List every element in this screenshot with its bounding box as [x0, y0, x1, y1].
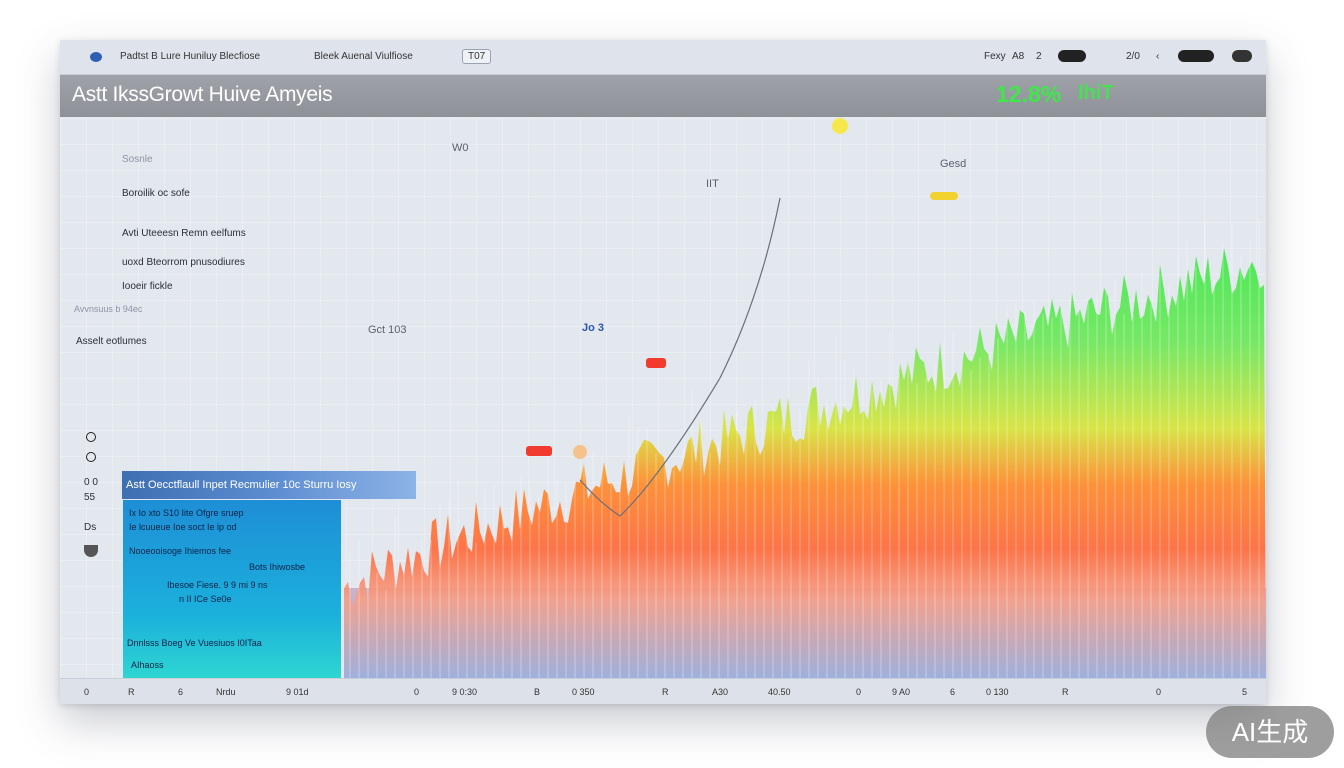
- x-tick: 40.50: [768, 687, 791, 697]
- info-line: AIhaoss: [131, 660, 164, 670]
- sidebar-item-5[interactable]: Iooeir fickle: [122, 281, 173, 292]
- sidebar-marker-2: 55: [84, 492, 96, 503]
- app-logo-icon: [90, 52, 102, 62]
- highlight-point-peach[interactable]: [573, 445, 587, 459]
- x-tick: 0 130: [986, 687, 1009, 697]
- toolbar-label-c: 2: [1036, 51, 1042, 62]
- x-tick: 6: [178, 687, 184, 697]
- x-tick: 9 0:30: [452, 687, 478, 697]
- title-bar: Astt IkssGrowt Huive Amyeis 12.8% IhiT: [60, 75, 1266, 117]
- menu-item-main[interactable]: Padtst B Lure Huniluy Blecfiose: [120, 51, 261, 62]
- toggle-icon[interactable]: [1058, 50, 1086, 62]
- area-series: [344, 247, 1266, 678]
- app-window: Padtst B Lure Huniluy Blecfiose Bleek Au…: [60, 40, 1266, 704]
- x-tick: R: [128, 687, 135, 697]
- toolbar-box-button[interactable]: T07: [462, 49, 492, 64]
- sidebar-item-2[interactable]: Boroilik oc sofe: [122, 188, 190, 199]
- x-tick: R: [662, 687, 669, 697]
- x-tick: A30: [712, 687, 729, 697]
- shield-icon: [84, 545, 98, 557]
- toolbar-label-e[interactable]: ‹: [1156, 51, 1160, 62]
- info-line: Nooeooisoge Ihiemos fee: [129, 546, 232, 556]
- x-tick: B: [534, 687, 541, 697]
- growth-metric: 12.8%: [996, 81, 1062, 107]
- x-tick: 5: [1242, 687, 1248, 697]
- x-tick: 0 350: [572, 687, 595, 697]
- area-chart: [60, 118, 1266, 678]
- info-line: Ix Io xto S10 Iite Ofgre sruep: [129, 508, 244, 518]
- highlight-point-red[interactable]: [646, 358, 666, 368]
- sidebar-item-3[interactable]: Avti Uteeesn Remn eelfums: [122, 228, 246, 239]
- trend-curve: [579, 197, 781, 517]
- sidebar-marker-3: Ds: [84, 522, 97, 533]
- info-panel-body: Ix Io xto S10 Iite Ofgre sruep Ie lcuueu…: [122, 499, 342, 704]
- x-tick: 6: [950, 687, 956, 697]
- sidebar-item-4[interactable]: uoxd Bteorrom pnusodiures: [122, 257, 245, 268]
- info-line: Ie lcuueue Ioe soct Ie ip od: [129, 522, 237, 532]
- x-tick: 0: [856, 687, 862, 697]
- x-tick: 0: [1156, 687, 1162, 697]
- toolbar-label-d: 2/0: [1126, 51, 1140, 62]
- toolbar-label-a: Fexy: [984, 51, 1006, 62]
- info-line: Ibesoe Fiese. 9 9 mi 9 ns: [167, 580, 268, 590]
- info-line: n II ICe Se0e: [179, 594, 232, 604]
- info-line: Dnnlsss Boeg Ve Vuesiuos I0ITaa: [127, 638, 262, 648]
- toolbar-label-b: A8: [1012, 51, 1025, 62]
- x-tick: 0: [414, 687, 420, 697]
- annotation-a1: Gct 103: [368, 324, 407, 336]
- annotation-a5: IIT: [706, 178, 719, 190]
- annotation-a3: W0: [452, 142, 469, 154]
- ai-generated-badge: AI生成: [1206, 706, 1334, 758]
- growth-metric-suffix: IhiT: [1078, 82, 1114, 104]
- x-tick: 0: [84, 687, 90, 697]
- page-title: Astt IkssGrowt Huive Amyeis: [72, 83, 333, 106]
- sidebar-item-1[interactable]: Sosnle: [122, 154, 153, 165]
- radio-icon[interactable]: [86, 432, 96, 442]
- highlight-point-yellow[interactable]: [832, 118, 848, 134]
- radio-icon-2[interactable]: [86, 452, 96, 462]
- x-axis: 0 R 6 Nrdu 9 01d 0 9 0:30 B 0 350 R A30 …: [60, 678, 1266, 704]
- x-tick: 9 A0: [892, 687, 911, 697]
- menu-item-secondary[interactable]: Bleek Auenal Viulfiose: [314, 51, 413, 62]
- annotation-a2: Jo 3: [582, 322, 605, 334]
- highlight-point-red-2[interactable]: [526, 446, 552, 456]
- info-panel-title: Astt Oecctflaull Inpet Recmulier 10c Stu…: [122, 471, 416, 499]
- top-toolbar: Padtst B Lure Huniluy Blecfiose Bleek Au…: [60, 40, 1266, 75]
- info-panel: Astt Oecctflaull Inpet Recmulier 10c Stu…: [122, 471, 416, 704]
- sidebar-item-7[interactable]: Asselt eotlumes: [76, 336, 147, 347]
- info-line: Bots Ihiwosbe: [249, 562, 306, 572]
- x-tick: R: [1062, 687, 1069, 697]
- x-tick: Nrdu: [216, 687, 236, 697]
- highlight-point-gold[interactable]: [930, 192, 958, 200]
- x-tick: 9 01d: [286, 687, 309, 697]
- switch-icon[interactable]: [1178, 50, 1214, 62]
- sidebar-marker-1: 0 0: [84, 477, 98, 488]
- window-control-icon[interactable]: [1232, 50, 1252, 62]
- chart-area: Gct 103 Jo 3 W0 Gesd IIT Sosnle Boroilik…: [60, 118, 1266, 704]
- sidebar-item-6[interactable]: Avvnsuus b 94ec: [74, 304, 143, 314]
- annotation-a4: Gesd: [940, 158, 967, 170]
